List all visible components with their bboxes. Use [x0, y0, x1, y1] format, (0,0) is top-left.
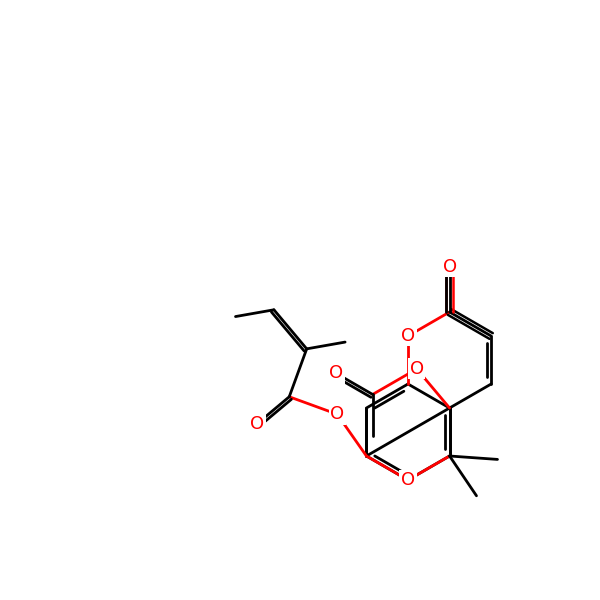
Text: O: O [329, 364, 343, 382]
Text: O: O [401, 471, 415, 489]
Text: O: O [330, 405, 344, 423]
Text: O: O [443, 258, 457, 276]
Text: O: O [410, 360, 424, 378]
Text: O: O [401, 327, 415, 345]
Text: O: O [250, 415, 264, 433]
